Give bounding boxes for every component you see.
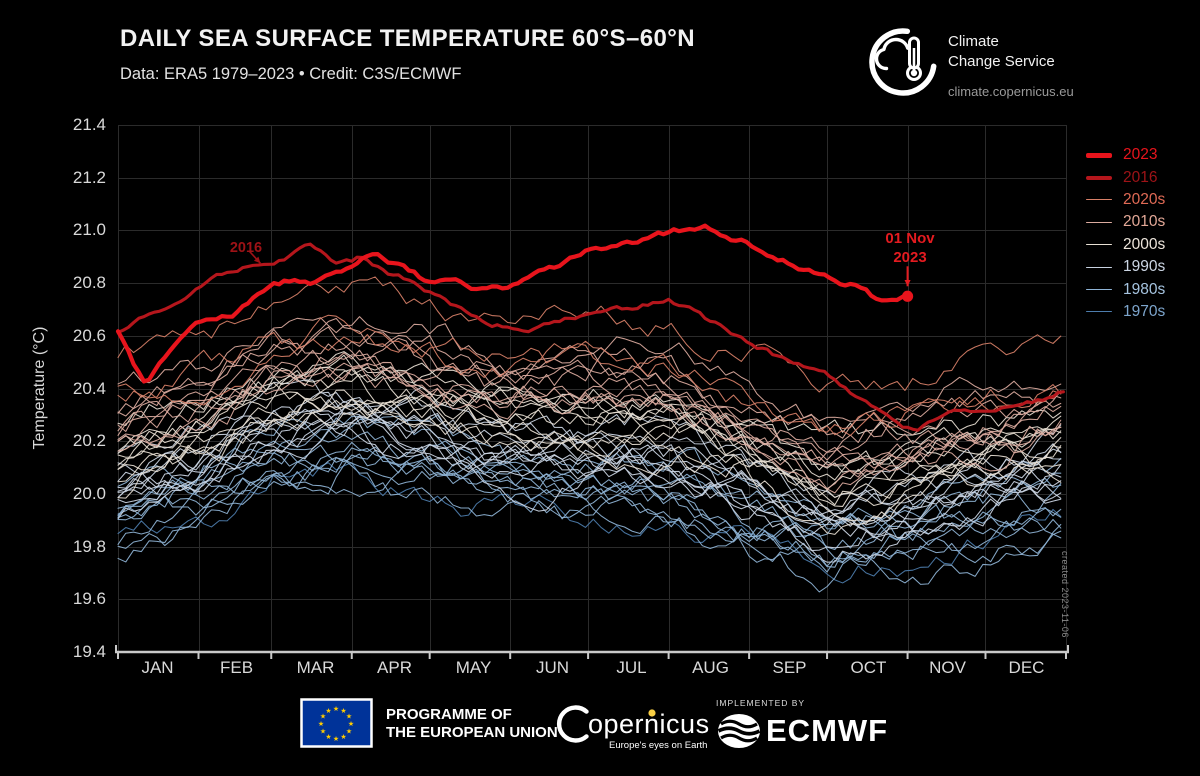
- svg-text:★: ★: [348, 720, 354, 728]
- svg-text:★: ★: [333, 705, 339, 713]
- legend-line-swatch: [1086, 199, 1112, 201]
- legend-line-swatch: [1086, 266, 1112, 268]
- copernicus-logo: opernicus Europe's eyes on Earth: [556, 705, 710, 751]
- x-tick-label: APR: [377, 658, 412, 677]
- annotation-01-nov-2023: 01 Nov 2023: [872, 229, 948, 267]
- y-tick-label: 19.8: [72, 536, 106, 556]
- svg-text:★: ★: [333, 735, 339, 743]
- x-tick-label: OCT: [850, 658, 887, 677]
- page-subtitle: Data: ERA5 1979–2023 • Credit: C3S/ECMWF: [120, 65, 462, 83]
- x-tick-label: NOV: [929, 658, 966, 677]
- legend-item: 1980s: [1086, 278, 1196, 300]
- programme-line2: THE EUROPEAN UNION: [386, 724, 558, 741]
- eu-flag-icon: ★ ★★ ★★★ ★★★ ★★★: [300, 698, 373, 748]
- svg-text:★: ★: [320, 728, 326, 736]
- legend-item: 2000s: [1086, 234, 1196, 256]
- x-tick-label: FEB: [219, 658, 254, 677]
- logo-url: climate.copernicus.eu: [948, 84, 1074, 99]
- page-title: DAILY SEA SURFACE TEMPERATURE 60°S–60°N: [120, 25, 695, 52]
- x-tick-label: MAR: [296, 658, 335, 677]
- legend-item: 1970s: [1086, 301, 1196, 323]
- legend-label: 2023: [1123, 146, 1158, 164]
- legend-item: 2020s: [1086, 189, 1196, 211]
- climate-change-service-logo: Climate Change Service climate.copernicu…: [862, 12, 1192, 107]
- y-tick-label: 20.2: [72, 431, 106, 451]
- legend-label: 1970s: [1123, 302, 1166, 320]
- svg-text:★: ★: [325, 733, 331, 741]
- svg-text:★: ★: [325, 707, 331, 715]
- y-tick-label: 21.2: [72, 167, 106, 187]
- svg-text:★: ★: [346, 728, 352, 736]
- programme-line1: PROGRAMME OF: [386, 706, 512, 723]
- svg-text:Europe's eyes on Earth: Europe's eyes on Earth: [609, 740, 707, 751]
- legend-line-swatch: [1086, 244, 1112, 246]
- logo-line1: Climate: [948, 33, 999, 50]
- legend-label: 2010s: [1123, 213, 1166, 231]
- legend-item: 2023: [1086, 144, 1196, 166]
- svg-text:★: ★: [340, 733, 346, 741]
- y-tick-label: 20.8: [72, 273, 106, 293]
- x-tick-label: MAY: [455, 658, 492, 677]
- svg-text:opernicus: opernicus: [588, 709, 710, 739]
- y-tick-label: 21.0: [72, 220, 106, 240]
- ecmwf-globe-icon: [717, 714, 761, 748]
- legend-item: 2010s: [1086, 211, 1196, 233]
- implemented-by-label: IMPLEMENTED BY: [716, 698, 806, 708]
- legend-line-swatch: [1086, 221, 1112, 223]
- y-tick-label: 21.4: [72, 115, 106, 134]
- legend-item: 1990s: [1086, 256, 1196, 278]
- programme-text: PROGRAMME OF THE EUROPEAN UNION: [386, 706, 558, 742]
- legend-label: 1990s: [1123, 258, 1166, 276]
- x-tick-label: AUG: [692, 658, 729, 677]
- svg-text:★: ★: [320, 713, 326, 721]
- y-tick-label: 19.6: [72, 589, 106, 609]
- svg-text:★: ★: [318, 720, 324, 728]
- legend-line-swatch: [1086, 289, 1112, 291]
- legend-label: 2016: [1123, 168, 1158, 186]
- x-tick-label: JUL: [616, 658, 647, 677]
- logo-line2: Change Service: [948, 53, 1055, 70]
- ecmwf-wordmark: ECMWF: [766, 713, 889, 748]
- legend-item: 2016: [1086, 166, 1196, 188]
- annotation-2016: 2016: [229, 240, 263, 256]
- ecmwf-logo: IMPLEMENTED BY ECMWF: [716, 698, 888, 751]
- x-tick-label: JAN: [141, 658, 174, 677]
- legend-label: 1980s: [1123, 280, 1166, 298]
- x-tick-label: DEC: [1008, 658, 1045, 677]
- footer: ★ ★ ★ ★ ★ ★ ★ ★ ★ ★ ★ ★ PROGRAMME OF THE EUROPEA…: [0, 690, 1200, 770]
- y-tick-label: 20.0: [72, 483, 106, 503]
- x-tick-label: JUN: [535, 658, 570, 677]
- created-note: created 2023-11-06: [1060, 551, 1070, 638]
- legend-label: 2000s: [1123, 235, 1166, 253]
- cloud-thermometer-icon: [869, 28, 937, 96]
- y-tick-label: 20.6: [72, 325, 106, 345]
- legend-line-swatch: [1086, 175, 1112, 180]
- y-tick-label: 20.4: [72, 378, 106, 398]
- logo-text: Climate Change Service: [948, 32, 1055, 72]
- x-tick-label: SEP: [772, 658, 807, 677]
- y-tick-label: 19.4: [72, 642, 106, 661]
- legend: 2023 2016 2020s 2010s 2000s 1990s 1980s 1970s: [1086, 144, 1196, 323]
- annotation-nov-line1: 01 Nov: [885, 230, 935, 247]
- legend-line-swatch: [1086, 152, 1112, 158]
- annotation-nov-line2: 2023: [893, 249, 927, 266]
- svg-text:★: ★: [346, 713, 352, 721]
- svg-text:★: ★: [340, 707, 346, 715]
- legend-label: 2020s: [1123, 190, 1166, 208]
- legend-line-swatch: [1086, 311, 1112, 313]
